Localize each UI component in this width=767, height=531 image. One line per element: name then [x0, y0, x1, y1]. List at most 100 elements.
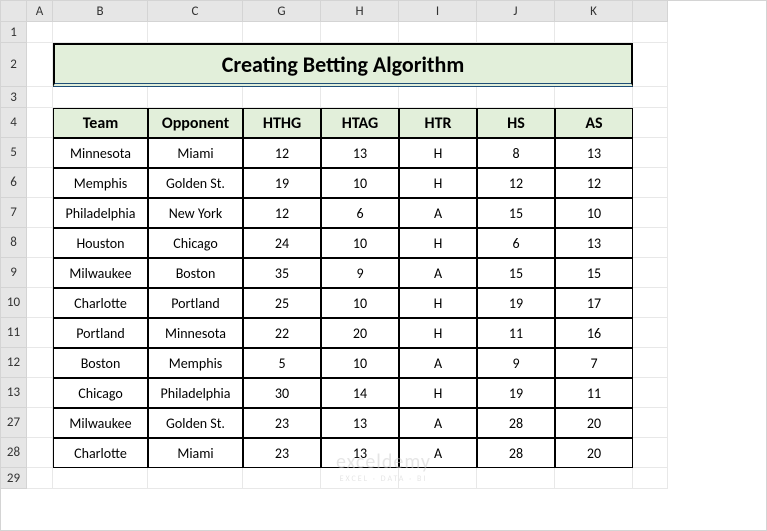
cell-end9[interactable]: [633, 258, 668, 288]
table-cell[interactable]: 13: [321, 438, 399, 468]
cell-G3[interactable]: [243, 87, 321, 108]
row-header-13[interactable]: 13: [1, 378, 27, 408]
corner-cell[interactable]: [1, 1, 27, 22]
cell-A10[interactable]: [27, 288, 53, 318]
cell-A3[interactable]: [27, 87, 53, 108]
table-cell[interactable]: 6: [477, 228, 555, 258]
cell-end11[interactable]: [633, 318, 668, 348]
table-cell[interactable]: 5: [243, 348, 321, 378]
table-cell[interactable]: 23: [243, 408, 321, 438]
table-cell[interactable]: 13: [321, 408, 399, 438]
table-cell[interactable]: 7: [555, 348, 633, 378]
table-cell[interactable]: 19: [243, 168, 321, 198]
table-cell[interactable]: 10: [321, 288, 399, 318]
row-header-11[interactable]: 11: [1, 318, 27, 348]
cell-B1[interactable]: [53, 22, 148, 43]
col-header-I[interactable]: I: [399, 1, 477, 22]
table-cell[interactable]: H: [399, 228, 477, 258]
col-header-H[interactable]: H: [321, 1, 399, 22]
table-cell[interactable]: 13: [321, 138, 399, 168]
cell-I1[interactable]: [399, 22, 477, 43]
cell-H3[interactable]: [321, 87, 399, 108]
th-hs[interactable]: HS: [477, 108, 555, 138]
table-cell[interactable]: Miami: [148, 438, 243, 468]
row-header-7[interactable]: 7: [1, 198, 27, 228]
col-header-C[interactable]: C: [148, 1, 243, 22]
table-cell[interactable]: 10: [321, 228, 399, 258]
table-cell[interactable]: Portland: [148, 288, 243, 318]
cell-end28[interactable]: [633, 438, 668, 468]
cell-K3[interactable]: [555, 87, 633, 108]
cell-end13[interactable]: [633, 378, 668, 408]
table-cell[interactable]: Minnesota: [53, 138, 148, 168]
title-cell[interactable]: Creating Betting Algorithm: [53, 43, 633, 87]
row-header-9[interactable]: 9: [1, 258, 27, 288]
cell-A2[interactable]: [27, 43, 53, 87]
cell-A29[interactable]: [27, 468, 53, 489]
table-cell[interactable]: Milwaukee: [53, 258, 148, 288]
th-opponent[interactable]: Opponent: [148, 108, 243, 138]
table-cell[interactable]: 23: [243, 438, 321, 468]
table-cell[interactable]: 28: [477, 438, 555, 468]
table-cell[interactable]: 11: [555, 378, 633, 408]
table-cell[interactable]: 30: [243, 378, 321, 408]
table-cell[interactable]: 35: [243, 258, 321, 288]
cell-C1[interactable]: [148, 22, 243, 43]
th-hthg[interactable]: HTHG: [243, 108, 321, 138]
table-cell[interactable]: A: [399, 408, 477, 438]
table-cell[interactable]: Golden St.: [148, 168, 243, 198]
table-cell[interactable]: A: [399, 258, 477, 288]
th-team[interactable]: Team: [53, 108, 148, 138]
row-header-4[interactable]: 4: [1, 108, 27, 138]
row-header-27[interactable]: 27: [1, 408, 27, 438]
table-cell[interactable]: 12: [555, 168, 633, 198]
cell-A7[interactable]: [27, 198, 53, 228]
cell-K29[interactable]: [555, 468, 633, 489]
table-cell[interactable]: 20: [555, 408, 633, 438]
cell-end8[interactable]: [633, 228, 668, 258]
cell-C3[interactable]: [148, 87, 243, 108]
table-cell[interactable]: Memphis: [148, 348, 243, 378]
cell-B3[interactable]: [53, 87, 148, 108]
table-cell[interactable]: Houston: [53, 228, 148, 258]
row-header-6[interactable]: 6: [1, 168, 27, 198]
row-header-12[interactable]: 12: [1, 348, 27, 378]
table-cell[interactable]: New York: [148, 198, 243, 228]
table-cell[interactable]: Chicago: [53, 378, 148, 408]
cell-end4[interactable]: [633, 108, 668, 138]
col-header-J[interactable]: J: [477, 1, 555, 22]
table-cell[interactable]: A: [399, 348, 477, 378]
table-cell[interactable]: Chicago: [148, 228, 243, 258]
table-cell[interactable]: H: [399, 138, 477, 168]
cell-A9[interactable]: [27, 258, 53, 288]
table-cell[interactable]: 19: [477, 378, 555, 408]
table-cell[interactable]: 12: [477, 168, 555, 198]
cell-end6[interactable]: [633, 168, 668, 198]
cell-A27[interactable]: [27, 408, 53, 438]
table-cell[interactable]: Charlotte: [53, 288, 148, 318]
cell-A5[interactable]: [27, 138, 53, 168]
table-cell[interactable]: 25: [243, 288, 321, 318]
row-header-10[interactable]: 10: [1, 288, 27, 318]
th-htr[interactable]: HTR: [399, 108, 477, 138]
table-cell[interactable]: H: [399, 378, 477, 408]
row-header-3[interactable]: 3: [1, 87, 27, 108]
cell-end2[interactable]: [633, 43, 668, 87]
cell-A28[interactable]: [27, 438, 53, 468]
cell-A13[interactable]: [27, 378, 53, 408]
table-cell[interactable]: 8: [477, 138, 555, 168]
cell-I3[interactable]: [399, 87, 477, 108]
table-cell[interactable]: 9: [321, 258, 399, 288]
table-cell[interactable]: 9: [477, 348, 555, 378]
cell-J1[interactable]: [477, 22, 555, 43]
col-header-G[interactable]: G: [243, 1, 321, 22]
cell-A12[interactable]: [27, 348, 53, 378]
cell-C29[interactable]: [148, 468, 243, 489]
table-cell[interactable]: 13: [555, 228, 633, 258]
col-header-K[interactable]: K: [555, 1, 633, 22]
row-header-8[interactable]: 8: [1, 228, 27, 258]
cell-A11[interactable]: [27, 318, 53, 348]
row-header-2[interactable]: 2: [1, 43, 27, 87]
table-cell[interactable]: 24: [243, 228, 321, 258]
table-cell[interactable]: 12: [243, 198, 321, 228]
